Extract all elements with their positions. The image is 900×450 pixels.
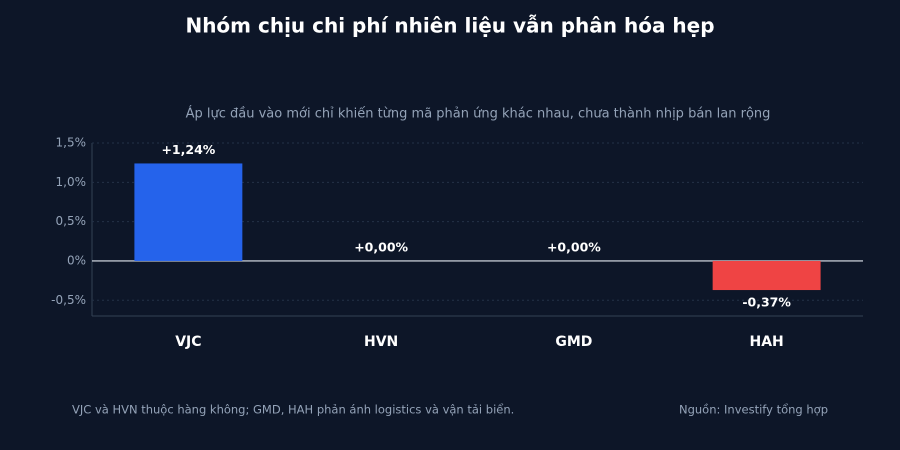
chart-title: Nhóm chịu chi phí nhiên liệu vẫn phân hó… xyxy=(185,14,714,38)
y-tick-label: -0,5% xyxy=(51,293,86,307)
bar xyxy=(134,163,243,261)
y-tick-label: 0% xyxy=(67,253,86,267)
value-label: +0,00% xyxy=(354,239,408,254)
x-tick-label: VJC xyxy=(175,334,201,350)
y-tick-label: 0,5% xyxy=(56,214,87,228)
x-tick-label: HAH xyxy=(749,334,783,350)
chart-subtitle: Áp lực đầu vào mới chỉ khiến từng mã phả… xyxy=(186,106,771,122)
x-tick-label: GMD xyxy=(555,334,592,350)
value-label: +0,00% xyxy=(547,239,601,254)
value-label: -0,37% xyxy=(742,295,791,310)
y-tick-label: 1,5% xyxy=(56,136,87,150)
source: Nguồn: Investify tổng hợp xyxy=(679,403,828,417)
footnote: VJC và HVN thuộc hàng không; GMD, HAH ph… xyxy=(72,403,514,417)
bar xyxy=(712,260,821,291)
value-label: +1,24% xyxy=(161,142,215,157)
y-tick-label: 1,0% xyxy=(56,175,87,189)
x-tick-label: HVN xyxy=(364,334,398,350)
